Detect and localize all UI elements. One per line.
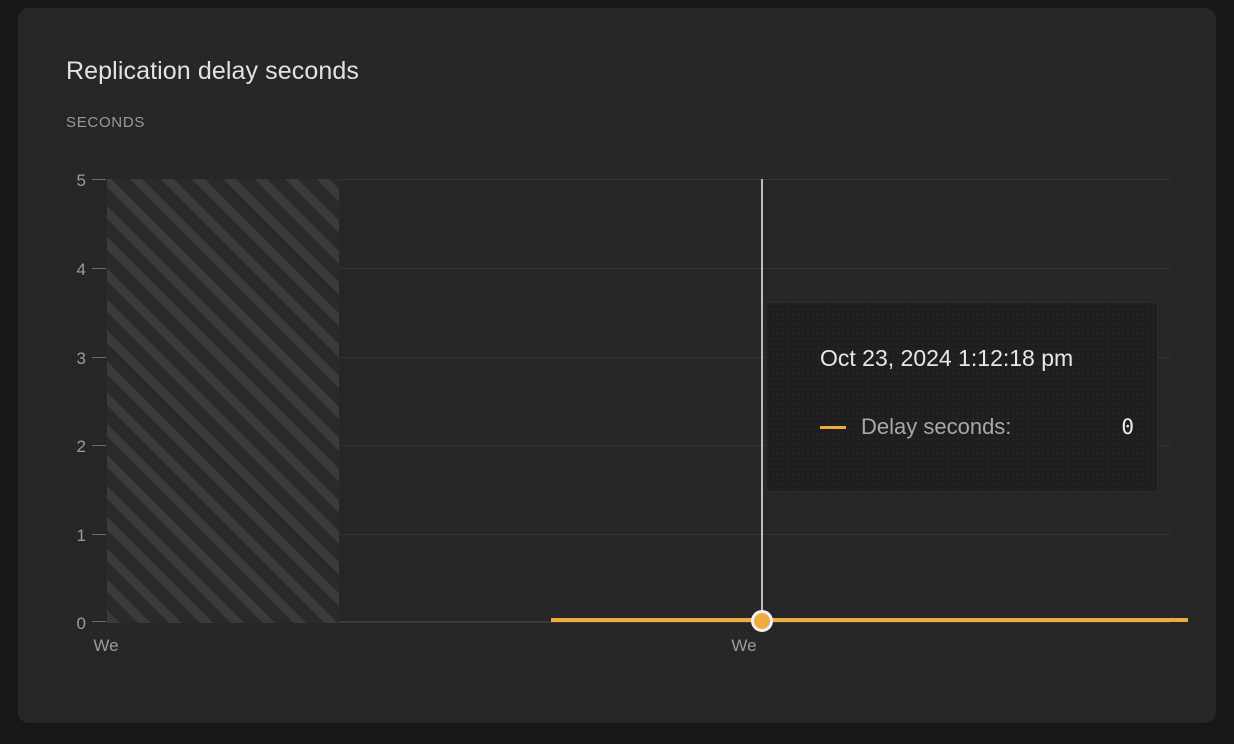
gridline-5 — [108, 179, 1170, 180]
crosshair-line — [761, 179, 763, 622]
tooltip-series-value: 0 — [1121, 415, 1134, 439]
tooltip-timestamp: Oct 23, 2024 1:12:18 pm — [820, 345, 1074, 371]
gridline-0-baseline — [108, 621, 1170, 623]
tooltip-series-label: Delay seconds: — [861, 414, 1012, 439]
y-tick-mark-5 — [92, 179, 106, 180]
y-tick-label-5: 5 — [76, 171, 86, 190]
y-tick-mark-3 — [92, 357, 106, 358]
x-tick-label-1: We — [731, 636, 757, 655]
gridline-4 — [108, 268, 1170, 269]
page-title: Replication delay seconds — [66, 57, 359, 85]
hover-tooltip: Oct 23, 2024 1:12:18 pm Delay seconds: 0 — [766, 302, 1158, 492]
y-tick-mark-1 — [92, 534, 106, 535]
plot-area[interactable]: 5 4 3 2 1 0 We We Oct 23, 2024 1:12:18 p… — [18, 8, 1216, 723]
y-tick-mark-4 — [92, 268, 106, 269]
y-tick-label-1: 1 — [76, 526, 86, 545]
replication-delay-chart-card: Replication delay seconds SECONDS 5 4 3 … — [18, 8, 1216, 723]
y-tick-mark-0 — [92, 621, 106, 622]
delay-seconds-series-line — [551, 618, 1188, 622]
gridline-2 — [108, 445, 1170, 446]
gridline-1 — [108, 534, 1170, 535]
y-axis-title: SECONDS — [66, 114, 146, 131]
tooltip-series-row: Delay seconds: 0 — [820, 414, 1134, 440]
line-swatch-icon — [820, 425, 846, 429]
y-tick-mark-2 — [92, 445, 106, 446]
x-tick-label-0: We — [93, 636, 119, 655]
y-tick-label-0: 0 — [76, 614, 86, 633]
gridline-3 — [108, 357, 1170, 358]
y-tick-label-2: 2 — [76, 437, 86, 456]
series-point-marker[interactable] — [751, 610, 773, 632]
y-tick-label-4: 4 — [76, 260, 86, 279]
no-data-hatched-region — [107, 179, 339, 623]
y-tick-label-3: 3 — [76, 349, 86, 368]
